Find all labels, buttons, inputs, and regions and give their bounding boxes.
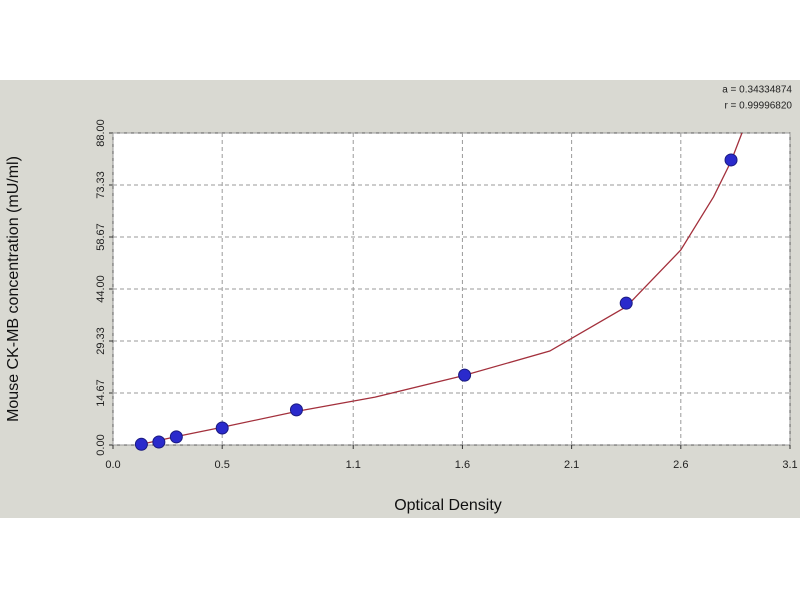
x-tick-label: 1.1 [346, 459, 361, 471]
x-tick-label: 0.0 [105, 459, 120, 471]
x-tick-label: 3.1 [782, 459, 797, 471]
y-axis-title: Mouse CK-MB concentration (mU/ml) [5, 156, 22, 422]
data-point [169, 430, 183, 444]
data-point [215, 421, 229, 435]
y-tick-label: 44.00 [95, 275, 107, 303]
data-point [458, 368, 472, 382]
data-point [289, 403, 303, 417]
x-tick-label: 0.5 [215, 459, 230, 471]
y-tick-label: 88.00 [95, 119, 107, 147]
annotation: r = 0.99996820 [724, 101, 792, 112]
x-tick-label: 2.6 [673, 459, 688, 471]
data-point [724, 153, 738, 167]
y-tick-label: 14.67 [95, 379, 107, 407]
y-tick-label: 58.67 [95, 223, 107, 251]
y-tick-label: 0.00 [95, 434, 107, 455]
data-point [134, 437, 148, 451]
fit-curve [141, 132, 743, 445]
y-tick-label: 29.33 [95, 327, 107, 355]
x-axis-title: Optical Density [394, 497, 502, 514]
data-point [152, 435, 166, 449]
x-tick-label: 1.6 [455, 459, 470, 471]
data-point [619, 296, 633, 310]
y-tick-label: 73.33 [95, 171, 107, 199]
x-tick-label: 2.1 [564, 459, 579, 471]
annotation: a = 0.34334874 [722, 85, 792, 96]
